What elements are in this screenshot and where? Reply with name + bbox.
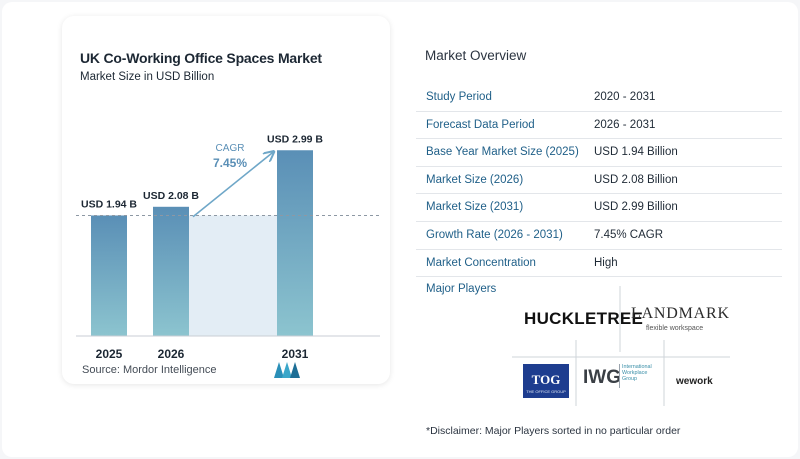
major-players-label: Major Players [426, 283, 497, 295]
bar-2025 [91, 215, 127, 336]
bar-2026 [153, 206, 189, 336]
tog-logo-text: TOG [532, 372, 561, 387]
reference-band [189, 215, 277, 336]
row-value: 2026 - 2031 [594, 118, 656, 131]
overview-row: Market Size (2031) USD 2.99 Billion [416, 194, 782, 222]
row-label: Forecast Data Period [426, 118, 535, 131]
landmark-logo: LANDMARK [631, 305, 730, 322]
data-label-2031: USD 2.99 B [267, 133, 323, 145]
overview-title: Market Overview [425, 48, 527, 63]
data-label-2026: USD 2.08 B [143, 190, 199, 202]
bar-chart: USD 1.94 B USD 2.08 B USD 2.99 B 2025 2026 20… [76, 133, 380, 361]
row-label: Market Concentration [426, 256, 536, 269]
row-value: High [594, 256, 618, 269]
x-tick-label-2031: 2031 [282, 347, 309, 361]
wework-logo: wework [675, 376, 713, 387]
iwg-separator [619, 364, 620, 388]
row-value: USD 2.99 Billion [594, 201, 678, 214]
iwg-logo: IWG [583, 367, 621, 388]
overview-row: Growth Rate (2026 - 2031) 7.45% CAGR [416, 222, 782, 250]
overview-row: Forecast Data Period 2026 - 2031 [416, 112, 782, 140]
overview-row: Base Year Market Size (2025) USD 1.94 Bil… [416, 139, 782, 167]
row-value: USD 2.08 Billion [594, 173, 678, 186]
row-value: 2020 - 2031 [594, 91, 656, 103]
mordor-logo-icon [274, 362, 300, 378]
overview-row: Study Period 2020 - 2031 [416, 84, 782, 112]
row-label: Market Size (2026) [426, 173, 524, 186]
x-tick-label-2026: 2026 [158, 347, 185, 361]
huckletree-logo: HUCKLETREE [524, 309, 643, 328]
bar-2031 [277, 150, 313, 336]
row-label: Market Size (2031) [426, 201, 524, 214]
row-value: 7.45% CAGR [594, 228, 664, 241]
cagr-label: CAGR [216, 143, 245, 154]
disclaimer: *Disclaimer: Major Players sorted in no … [426, 425, 681, 437]
overview-row: Market Size (2026) USD 2.08 Billion [416, 167, 782, 195]
tog-logo [523, 364, 569, 398]
iwg-logo-subtitle: International Workplace Group [622, 364, 652, 383]
overview-row: Market Concentration High [416, 250, 782, 278]
data-label-2025: USD 1.94 B [81, 198, 137, 210]
row-label: Study Period [426, 91, 492, 103]
tog-logo-subtitle: THE OFFICE GROUP [526, 389, 566, 394]
x-tick-label-2025: 2025 [96, 347, 123, 361]
chart-card: UK Co-Working Office Spaces Market Marke… [62, 16, 390, 384]
chart-subtitle: Market Size in USD Billion [80, 71, 215, 83]
cagr-value: 7.45% [213, 156, 247, 170]
row-label: Base Year Market Size (2025) [426, 146, 579, 159]
chart-title: UK Co-Working Office Spaces Market [80, 50, 322, 66]
cagr-arrow [192, 152, 273, 218]
overview-table: Study Period 2020 - 2031 Forecast Data Pe… [416, 84, 782, 278]
row-label: Growth Rate (2026 - 2031) [426, 228, 563, 241]
source-note: Source: Mordor Intelligence [82, 364, 217, 376]
iwg-logo-subtitle-box: International Workplace Group [622, 364, 652, 383]
landmark-logo-subtitle: flexible workspace [646, 325, 703, 332]
row-value: USD 1.94 Billion [594, 146, 678, 159]
